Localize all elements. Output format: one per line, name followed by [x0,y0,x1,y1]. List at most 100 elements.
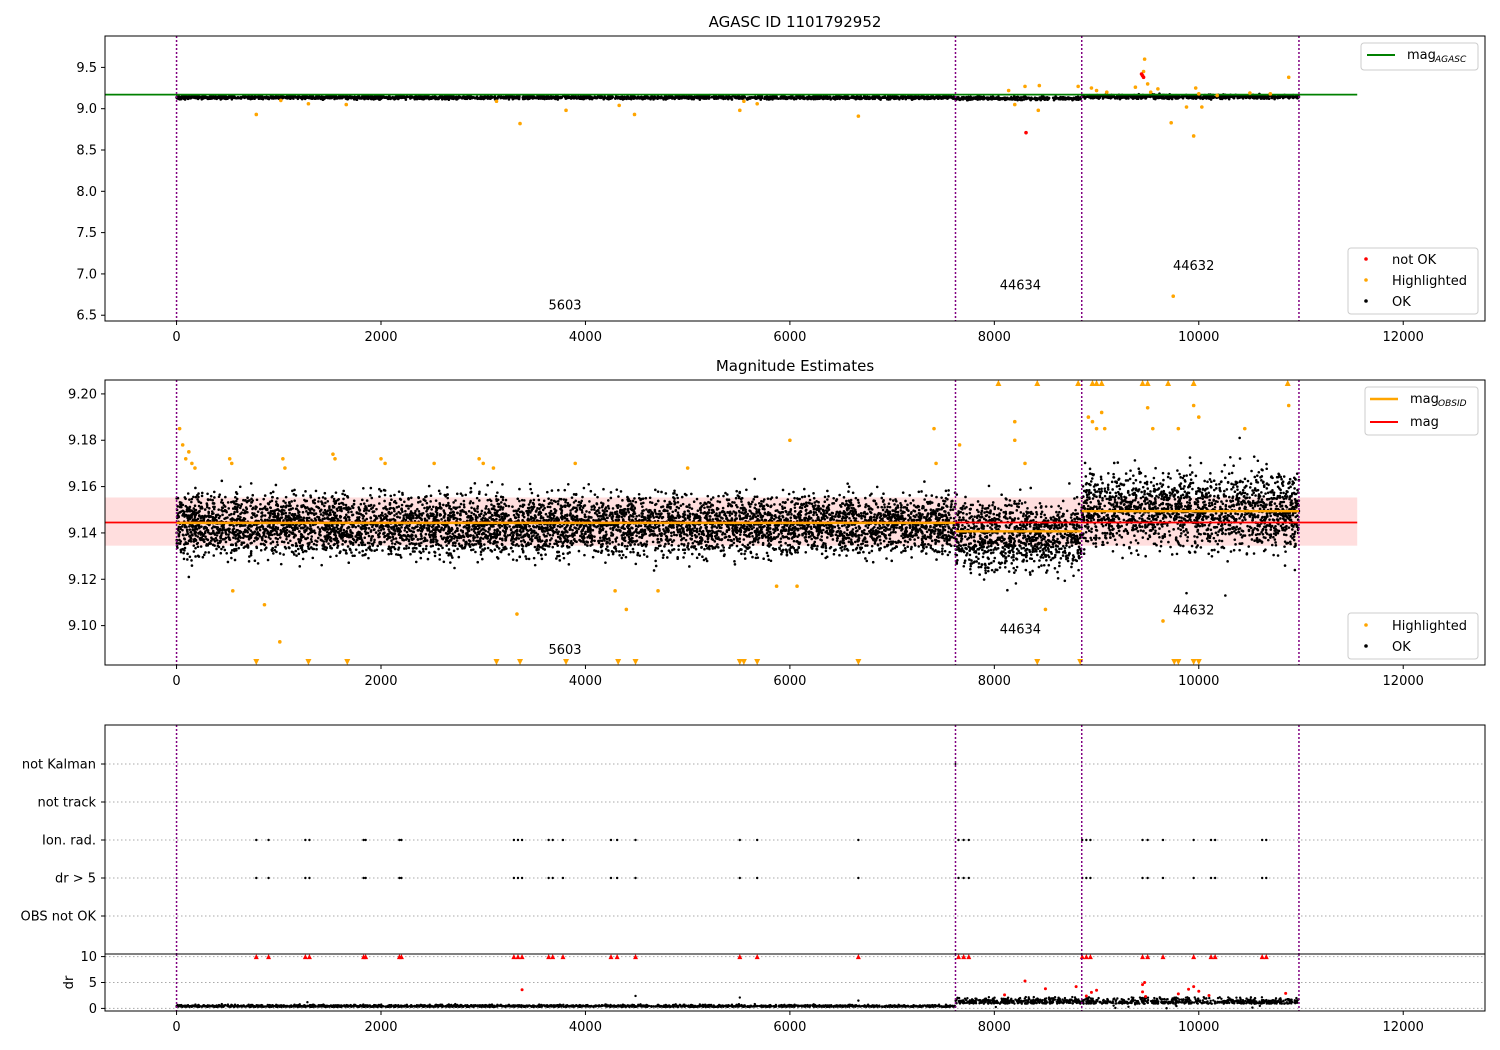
ok-point [621,553,625,557]
highlighted-point [742,99,746,104]
ok-point [344,513,348,517]
ok-point [847,96,851,100]
ok-point [276,496,279,500]
ok-point [944,489,948,493]
ok-point [553,96,557,99]
ok-point [455,492,459,496]
ok-point [296,547,300,551]
ok-point [290,500,293,503]
ok-point [261,95,264,99]
ok-point [786,532,790,536]
ok-point [363,543,367,547]
ok-point [823,500,827,504]
ok-point [843,96,847,100]
ok-point [448,511,452,515]
ok-point [458,524,462,527]
ok-point [403,500,406,504]
ok-point [360,498,364,502]
ok-point [914,96,918,100]
ok-point [1144,96,1148,100]
ok-point [279,562,283,566]
ok-point [564,96,568,99]
ok-point [715,95,719,99]
ok-point [517,97,521,101]
ok-point [862,96,866,99]
ok-point [650,96,653,100]
ok-point [396,96,399,100]
ok-point [779,537,783,540]
ok-point [569,513,572,516]
ok-point [858,95,862,99]
plot-frame [104,35,1486,322]
ok-point [806,95,810,99]
ok-point [923,97,926,101]
ok-point [544,512,548,516]
ok-point [574,527,578,530]
ok-point [818,97,821,101]
ok-point [1104,95,1108,99]
ok-point [1186,96,1189,100]
ok-point [458,95,462,99]
ok-point [593,493,597,496]
ok-point [413,95,417,99]
ok-point [1273,96,1276,100]
y-tick-label: 6.5 [76,309,97,324]
ok-point [733,501,736,504]
ok-point [1267,97,1271,101]
ok-point [516,497,520,501]
ok-point [604,530,608,534]
ok-point [1077,98,1080,101]
ok-point [697,532,701,536]
ok-point [474,550,477,554]
ok-point [544,553,547,556]
ok-point [728,514,732,517]
ok-point [1126,96,1130,99]
ok-point [982,96,986,100]
ok-point [540,557,544,561]
ok-point [1039,97,1042,101]
ok-point [735,489,738,493]
ok-point [908,493,912,497]
ok-point [1084,95,1088,99]
legend-label: not OK [1392,253,1437,268]
ok-point [284,547,288,550]
ok-point [846,528,849,532]
ok-point [1155,95,1159,99]
ok-point [743,95,747,99]
ok-point [495,96,499,100]
ok-point [224,495,227,499]
ok-point [409,496,413,500]
highlighted-point [1094,88,1099,93]
ok-point [937,95,941,99]
ok-point [1046,98,1049,102]
ok-point [469,486,473,490]
ok-point [825,536,829,539]
ok-point [738,537,742,540]
ok-point [627,97,631,100]
ok-point [490,95,493,99]
ok-point [719,96,723,100]
ok-point [294,534,298,537]
ok-point [366,96,369,99]
ok-point [1223,95,1227,99]
ok-point [781,507,785,511]
ok-point [393,514,396,517]
highlighted-point [632,112,637,117]
ok-point [606,549,610,552]
ok-point [289,539,292,543]
ok-point [346,545,350,548]
ok-point [751,534,754,538]
ok-point [691,541,695,545]
ok-point [796,502,800,506]
ok-point [907,518,910,522]
highlighted-point [1286,75,1291,80]
ok-point [220,96,223,99]
ok-point [458,505,461,509]
ok-point [763,96,767,100]
ok-point [682,556,685,559]
ok-point [913,538,916,541]
ok-point [690,492,693,496]
ok-point [602,97,605,101]
ok-point [1220,95,1223,98]
